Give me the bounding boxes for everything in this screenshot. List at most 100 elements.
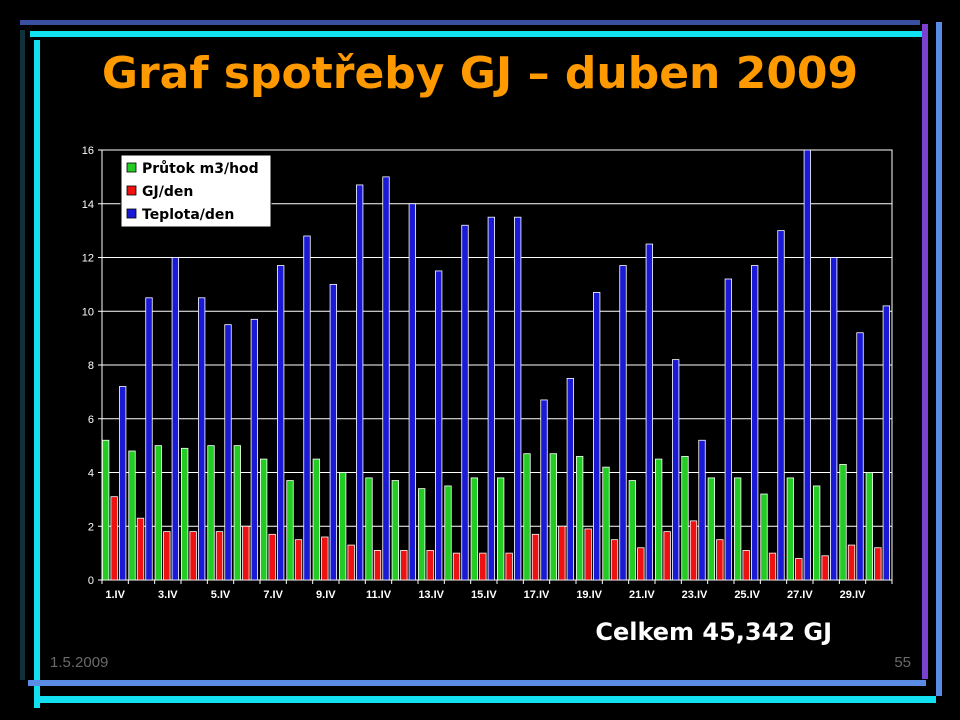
y-tick-label: 4 — [88, 468, 94, 480]
bar-prutok — [339, 472, 347, 581]
bar-teplota — [619, 265, 627, 581]
bar-gj — [136, 517, 145, 581]
bar-teplota — [119, 386, 127, 581]
bar-prutok — [786, 477, 794, 581]
y-tick-label: 8 — [88, 360, 94, 372]
bar-prutok — [628, 480, 636, 581]
frame-right-line — [922, 24, 928, 679]
x-tick-label: 9.IV — [316, 589, 336, 601]
bar-prutok — [602, 466, 610, 581]
bar-teplota — [724, 278, 732, 581]
bar-prutok — [655, 458, 663, 581]
bar-prutok — [865, 472, 873, 581]
bar-prutok — [102, 439, 110, 581]
bar-prutok — [444, 485, 452, 581]
x-tick-label: 1.IV — [105, 589, 125, 601]
y-tick-label: 14 — [82, 199, 94, 211]
bar-gj — [321, 536, 329, 581]
frame-bottom-line — [28, 680, 926, 686]
bar-teplota — [408, 203, 416, 581]
bar-teplota — [171, 257, 179, 581]
total-consumption-label: Celkem 45,342 GJ — [595, 618, 832, 646]
bar-teplota — [645, 243, 653, 581]
legend-label: Průtok m3/hod — [142, 160, 259, 177]
bar-teplota — [461, 224, 469, 581]
bar-gj — [742, 550, 750, 581]
legend-box — [120, 154, 272, 228]
bar-gj — [584, 528, 592, 581]
y-tick-label: 16 — [82, 145, 94, 157]
bar-prutok — [207, 445, 215, 581]
slide-title: Graf spotřeby GJ – duben 2009 — [101, 48, 859, 99]
bar-prutok — [576, 455, 584, 581]
legend-swatch — [126, 185, 137, 196]
bar-teplota — [250, 318, 258, 581]
bar-gj — [637, 547, 645, 581]
frame-top-line-cyan — [30, 31, 925, 37]
bar-prutok — [470, 477, 478, 581]
bar-gj — [663, 531, 671, 581]
bar-chart: 0 2 4 6 8 10 12 14 16 1.IV 3.IV 5.IV 7.IV 9.IV 11.IV 13… — [82, 145, 893, 601]
bar-gj — [426, 550, 434, 581]
legend-label: GJ/den — [142, 184, 193, 200]
bar-teplota — [882, 305, 890, 581]
bar-prutok — [549, 453, 557, 581]
bar-prutok — [154, 445, 162, 581]
bar-prutok — [418, 488, 426, 581]
y-tick-label: 12 — [82, 253, 94, 265]
bar-prutok — [707, 477, 715, 581]
bar-gj — [768, 552, 777, 581]
bar-teplota — [487, 216, 495, 581]
x-tick-label: 17.IV — [524, 589, 550, 601]
bar-gj — [874, 547, 882, 581]
bar-teplota — [751, 265, 759, 581]
x-tick-label: 7.IV — [263, 589, 283, 601]
bar-teplota — [224, 324, 232, 581]
bar-prutok — [365, 477, 373, 581]
x-tick-label: 23.IV — [682, 589, 708, 601]
bar-gj — [110, 496, 118, 581]
frame-left-line-cyan — [34, 40, 40, 708]
bar-gj — [821, 555, 829, 581]
bar-gj — [400, 550, 408, 581]
bar-gj — [847, 544, 856, 581]
bar-gj — [294, 539, 303, 581]
bar-prutok — [233, 445, 241, 581]
legend-swatch — [126, 208, 137, 219]
frame-left-line — [20, 30, 25, 680]
bar-teplota — [672, 359, 680, 581]
bar-gj — [189, 531, 197, 581]
bar-teplota — [777, 230, 785, 581]
slide-page-number: 55 — [894, 654, 911, 671]
bar-teplota — [303, 235, 311, 581]
bar-prutok — [312, 458, 320, 581]
bar-prutok — [181, 447, 189, 581]
bar-prutok — [391, 480, 399, 581]
bar-prutok — [734, 477, 742, 581]
bar-gj — [716, 539, 724, 581]
bar-gj — [689, 520, 698, 581]
bar-gj — [163, 531, 171, 581]
x-tick-label: 3.IV — [158, 589, 178, 601]
bar-teplota — [856, 332, 864, 581]
x-tick-label: 15.IV — [471, 589, 497, 601]
x-tick-label: 11.IV — [366, 589, 392, 601]
x-tick-label: 29.IV — [840, 589, 866, 601]
frame-top-line — [20, 20, 920, 25]
y-tick-label: 0 — [88, 575, 94, 587]
bar-teplota — [803, 149, 811, 581]
x-tick-label: 27.IV — [787, 589, 813, 601]
bar-teplota — [698, 439, 706, 581]
bar-prutok — [128, 450, 136, 581]
bar-teplota — [830, 257, 838, 581]
x-tick-label: 5.IV — [211, 589, 231, 601]
bar-gj — [531, 533, 540, 581]
bar-prutok — [681, 455, 689, 581]
bar-gj — [795, 558, 803, 581]
bar-teplota — [540, 399, 548, 581]
bar-gj — [505, 552, 513, 581]
slide-date: 1.5.2009 — [50, 654, 109, 671]
y-tick-label: 10 — [82, 306, 94, 318]
bar-prutok — [260, 458, 268, 581]
bar-teplota — [198, 297, 206, 581]
